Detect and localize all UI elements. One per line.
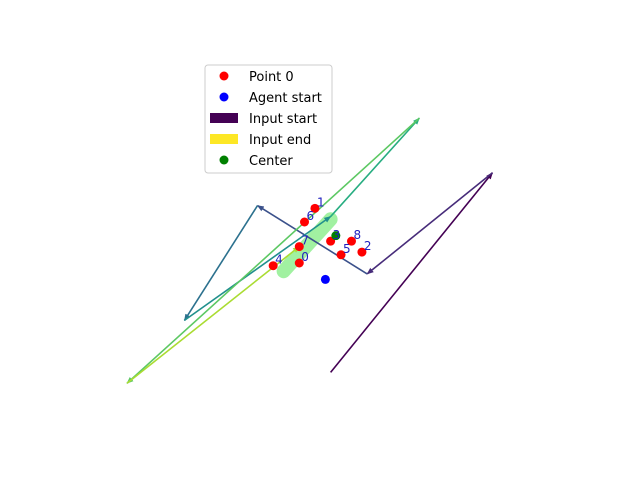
legend-label-point0: Point 0: [249, 70, 294, 85]
path-arrow-4: [183, 215, 332, 322]
point-label-0: 0: [301, 250, 309, 264]
highlight-stroke: [276, 212, 338, 279]
legend-marker-agent-start: [219, 92, 229, 102]
legend: Point 0 Agent start Input start Input en…: [204, 64, 333, 174]
legend-marker-input-start: [210, 113, 238, 123]
point-1: [310, 203, 320, 213]
legend-marker-input-end: [210, 134, 238, 144]
point-2: [357, 247, 367, 257]
point-label-3: 3: [333, 228, 341, 242]
path-arrow-5: [330, 117, 420, 218]
point-label-6: 6: [307, 209, 315, 223]
point-label-8: 8: [353, 228, 361, 242]
point-label-2: 2: [364, 239, 372, 253]
point-label-5: 5: [343, 242, 351, 256]
path-arrow-3: [183, 205, 259, 321]
path-arrow-2: [256, 204, 368, 275]
legend-label-input-start: Input start: [249, 112, 317, 127]
point-6: [300, 217, 310, 227]
point-8: [346, 236, 356, 246]
data-points: [268, 203, 367, 284]
legend-marker-point0: [219, 71, 229, 81]
legend-marker-center: [219, 155, 229, 165]
path-arrow-1: [366, 172, 493, 275]
point-label-1: 1: [317, 195, 325, 209]
point-0: [294, 258, 304, 268]
highlight-band: [276, 212, 338, 279]
legend-label-center: Center: [249, 154, 293, 169]
point-7: [294, 242, 304, 252]
point-label-4: 4: [275, 253, 283, 267]
legend-label-input-end: Input end: [249, 133, 311, 148]
point-label-7: 7: [301, 234, 309, 248]
legend-label-agent-start: Agent start: [249, 91, 322, 106]
legend-frame: [204, 64, 333, 174]
point-5: [336, 250, 346, 260]
path-arrow-0: [329, 172, 494, 373]
point-4: [268, 261, 278, 271]
point-labels: 0 1 2 3 4 5 6 7 8: [275, 195, 371, 266]
agent-start-marker: [320, 274, 330, 284]
center-marker: [331, 231, 341, 241]
path-arrow-6: [126, 117, 420, 384]
